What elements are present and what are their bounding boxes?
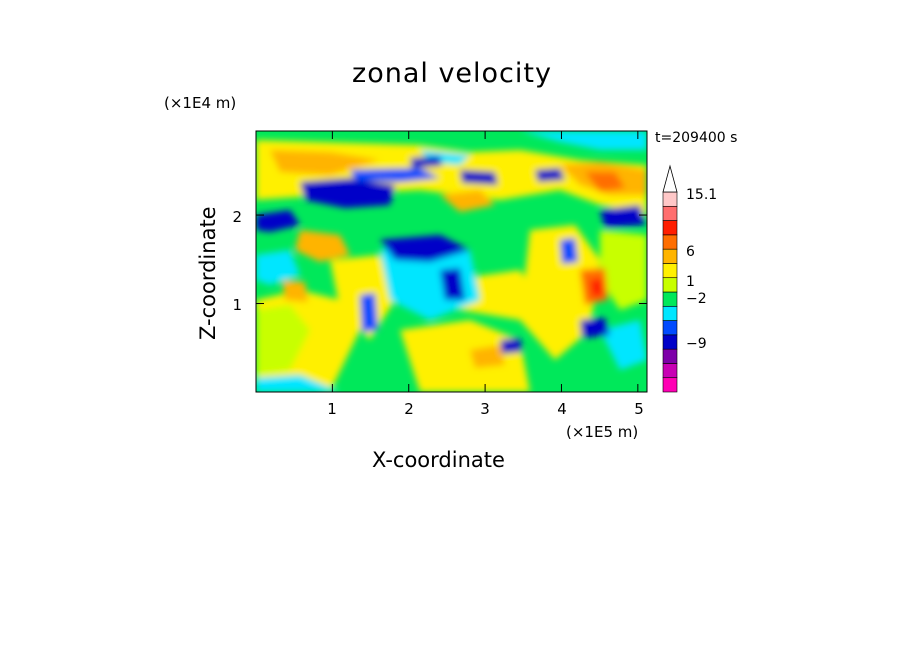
y-axis-ticks bbox=[256, 214, 647, 305]
y-tick-label: 2 bbox=[232, 208, 242, 226]
colorbar-segment bbox=[662, 291, 678, 307]
x-tick-label: 1 bbox=[327, 400, 337, 418]
field-contours bbox=[256, 131, 647, 392]
x-axis-scale-label: (×1E5 m) bbox=[566, 423, 639, 441]
colorbar-tick-label: 1 bbox=[686, 274, 695, 290]
colorbar-tick-label: −2 bbox=[686, 291, 707, 307]
colorbar-extend-arrow bbox=[662, 164, 678, 193]
velocity-field bbox=[256, 131, 647, 392]
colorbar-segment bbox=[662, 234, 678, 250]
x-tick-label: 4 bbox=[557, 400, 567, 418]
colorbar-segment bbox=[662, 220, 678, 236]
chart-title: zonal velocity bbox=[352, 58, 552, 89]
x-axis-ticks bbox=[331, 131, 639, 392]
x-tick-label: 5 bbox=[634, 400, 644, 418]
colorbar-segment bbox=[662, 305, 678, 321]
colorbar-segment bbox=[662, 320, 678, 336]
colorbar-segment bbox=[662, 248, 678, 264]
x-tick-label: 3 bbox=[480, 400, 490, 418]
colorbar-segment bbox=[662, 263, 678, 279]
colorbar-segment bbox=[662, 277, 678, 293]
colorbar bbox=[662, 164, 678, 393]
colorbar-segment bbox=[662, 191, 678, 207]
colorbar-tick-label: 6 bbox=[686, 244, 695, 260]
colorbar-segment bbox=[662, 377, 678, 393]
colorbar-tick-label: 15.1 bbox=[686, 187, 718, 203]
colorbar-segment bbox=[662, 205, 678, 221]
y-axis-scale-label: (×1E4 m) bbox=[164, 94, 237, 112]
time-label: t=209400 s bbox=[655, 130, 738, 146]
colorbar-segment bbox=[662, 334, 678, 350]
colorbar-segment bbox=[662, 363, 678, 379]
x-tick-label: 2 bbox=[404, 400, 414, 418]
colorbar-segment bbox=[662, 348, 678, 364]
x-axis-label: X-coordinate bbox=[372, 448, 505, 472]
y-tick-label: 1 bbox=[232, 296, 242, 314]
colorbar-tick-label: −9 bbox=[686, 336, 707, 352]
plot-frame bbox=[255, 130, 648, 393]
